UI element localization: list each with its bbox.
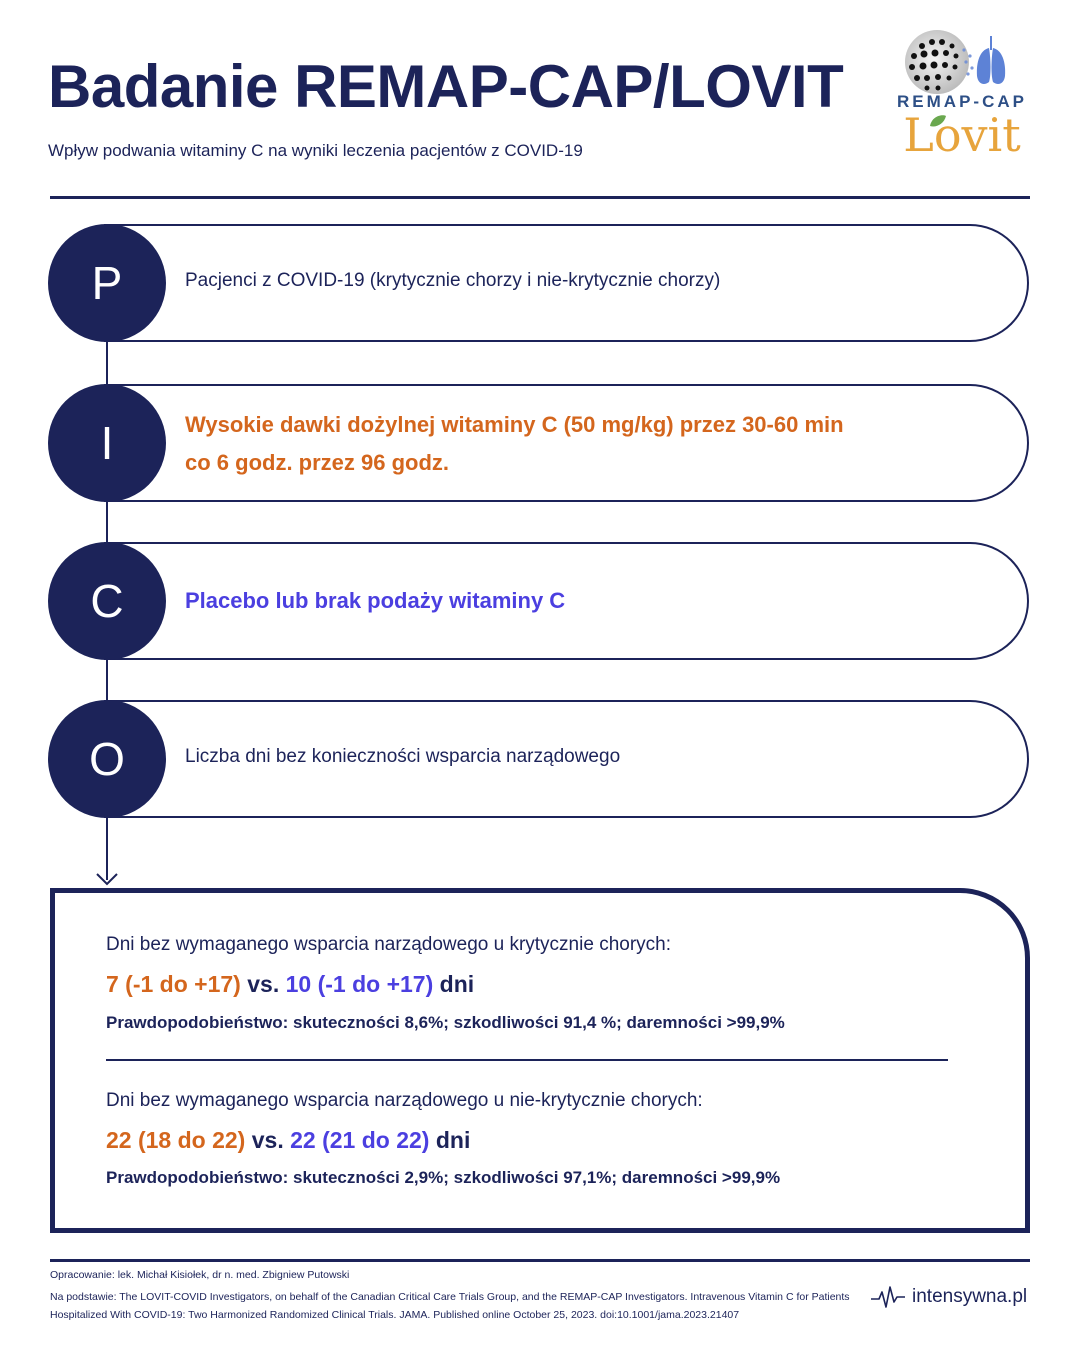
footer-source: Na podstawie: The LOVIT-COVID Investigat… (50, 1291, 850, 1321)
non-critical-vs: vs. (251, 1127, 284, 1153)
results-divider (106, 1059, 948, 1061)
pico-text-population: Pacjenci z COVID-19 (krytycznie chorzy i… (185, 270, 721, 291)
footer-credit: Opracowanie: lek. Michał Kisiołek, dr n.… (50, 1269, 350, 1281)
remap-cap-lovit-logo: REMAP-CAP Lovit (892, 26, 1032, 166)
pico-box-i (104, 384, 1029, 502)
non-critical-probability: Prawdopodobieństwo: skuteczności 2,9%; s… (106, 1168, 781, 1187)
results-box (50, 888, 1030, 1233)
critical-values: 7 (-1 do +17) vs. 10 (-1 do +17) dni (106, 971, 474, 998)
brand-text: intensywna.pl (912, 1286, 1028, 1307)
non-critical-intervention-value: 22 (18 do 22) (106, 1127, 246, 1153)
pico-letter-o: O (48, 700, 166, 818)
pico-text-comparison: Placebo lub brak podaży witaminy C (185, 588, 566, 613)
heartbeat-wave-icon (871, 1286, 905, 1308)
critical-unit: dni (439, 971, 475, 997)
lovit-logo-text: Lovit (903, 108, 1021, 162)
critical-intervention-value: 7 (-1 do +17) (106, 971, 241, 997)
non-critical-label: Dni bez wymaganego wsparcia narządowego … (106, 1090, 703, 1111)
page-title: Badanie REMAP-CAP/LOVIT (48, 53, 844, 120)
pico-text-intervention-line1: Wysokie dawki dożylnej witaminy C (50 mg… (185, 412, 844, 437)
pico-box-p (104, 224, 1029, 342)
remap-cap-logo-text: REMAP-CAP (897, 92, 1027, 111)
critical-vs: vs. (247, 971, 280, 997)
dotted-globe-with-lungs-icon (905, 30, 1006, 94)
footer-divider (50, 1259, 1030, 1262)
pico-box-c (104, 542, 1029, 660)
lovit-leaf-icon (930, 115, 946, 127)
brand-logo[interactable]: intensywna.pl (870, 1283, 1027, 1311)
pico-letter-i: I (48, 384, 166, 502)
arrow-down-icon (96, 873, 118, 886)
critical-probability: Prawdopodobieństwo: skuteczności 8,6%; s… (106, 1013, 785, 1032)
pico-text-intervention-line2: co 6 godz. przez 96 godz. (185, 450, 450, 475)
pico-text-outcome: Liczba dni bez konieczności wsparcia nar… (185, 746, 621, 767)
pico-box-o (104, 700, 1029, 818)
non-critical-unit: dni (435, 1127, 471, 1153)
critical-control-value: 10 (-1 do +17) (285, 971, 434, 997)
pico-letter-c: C (48, 542, 166, 660)
critical-label: Dni bez wymaganego wsparcia narządowego … (106, 934, 671, 955)
pico-letter-p: P (48, 224, 166, 342)
non-critical-values: 22 (18 do 22) vs. 22 (21 do 22) dni (106, 1127, 470, 1154)
page-subtitle: Wpływ podwania witaminy C na wyniki lecz… (48, 141, 583, 160)
non-critical-control-value: 22 (21 do 22) (290, 1127, 430, 1153)
header-divider (50, 196, 1030, 199)
